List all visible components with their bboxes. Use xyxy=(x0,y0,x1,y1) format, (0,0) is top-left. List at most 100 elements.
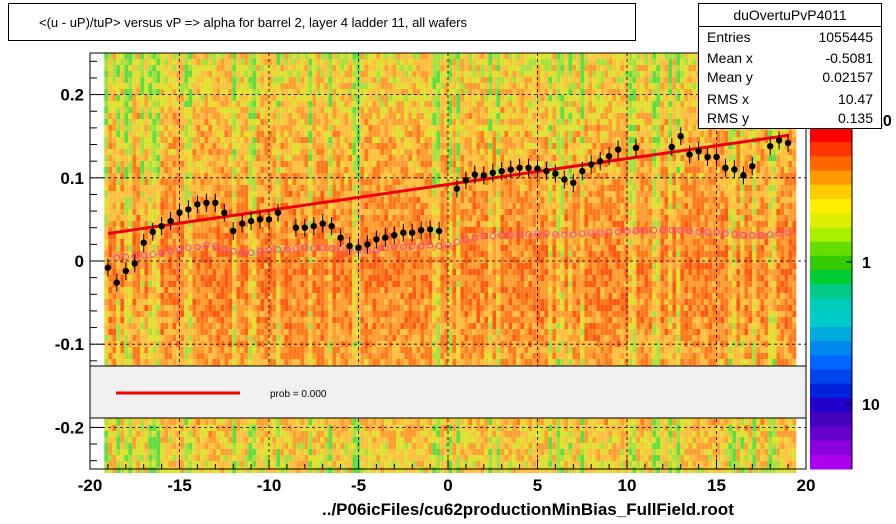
heatmap-cell xyxy=(272,209,277,215)
heatmap-cell xyxy=(328,113,333,119)
heatmap-cell xyxy=(304,149,309,155)
heatmap-cell xyxy=(220,293,225,299)
heatmap-cell xyxy=(144,89,149,95)
heatmap-cell xyxy=(248,251,253,257)
heatmap-cell xyxy=(284,137,289,143)
heatmap-cell xyxy=(268,179,273,185)
heatmap-cell xyxy=(196,245,201,251)
heatmap-cell xyxy=(292,149,297,155)
heatmap-cell xyxy=(364,215,369,221)
heatmap-cell xyxy=(116,425,121,431)
heatmap-cell xyxy=(120,149,125,155)
heatmap-cell xyxy=(380,89,385,95)
heatmap-cell xyxy=(128,341,133,347)
heatmap-cell xyxy=(104,257,109,263)
heatmap-cell xyxy=(232,101,237,107)
heatmap-cell xyxy=(204,449,209,455)
heatmap-cell xyxy=(172,173,177,179)
heatmap-cell xyxy=(156,227,161,233)
heatmap-cell xyxy=(204,119,209,125)
heatmap-cell xyxy=(112,455,117,461)
heatmap-cell xyxy=(376,335,381,341)
heatmap-cell xyxy=(200,311,205,317)
heatmap-cell xyxy=(316,335,321,341)
heatmap-cell xyxy=(176,341,181,347)
heatmap-cell xyxy=(228,431,233,437)
heatmap-cell xyxy=(288,455,293,461)
heatmap-cell xyxy=(288,305,293,311)
heatmap-cell xyxy=(124,179,129,185)
heatmap-cell xyxy=(164,191,169,197)
heatmap-cell xyxy=(236,173,241,179)
heatmap-cell xyxy=(256,263,261,269)
heatmap-cell xyxy=(212,311,217,317)
heatmap-cell xyxy=(112,149,117,155)
heatmap-cell xyxy=(328,131,333,137)
heatmap-cell xyxy=(244,77,249,83)
heatmap-cell xyxy=(296,221,301,227)
heatmap-cell xyxy=(248,329,253,335)
heatmap-cell xyxy=(384,269,389,275)
heatmap-cell xyxy=(172,137,177,143)
heatmap-cell xyxy=(284,419,289,425)
heatmap-cell xyxy=(244,353,249,359)
heatmap-cell xyxy=(212,455,217,461)
heatmap-cell xyxy=(368,107,373,113)
heatmap-cell xyxy=(308,311,313,317)
heatmap-cell xyxy=(220,59,225,65)
heatmap-cell xyxy=(316,455,321,461)
heatmap-cell xyxy=(152,311,157,317)
heatmap-cell xyxy=(120,101,125,107)
heatmap-cell xyxy=(132,443,137,449)
heatmap-cell xyxy=(276,107,281,113)
heatmap-cell xyxy=(340,143,345,149)
heatmap-cell xyxy=(224,269,229,275)
heatmap-cell xyxy=(384,215,389,221)
heatmap-cell xyxy=(304,131,309,137)
heatmap-cell xyxy=(352,89,357,95)
heatmap-cell xyxy=(164,77,169,83)
heatmap-cell xyxy=(140,209,145,215)
heatmap-cell xyxy=(208,329,213,335)
heatmap-cell xyxy=(300,239,305,245)
heatmap-cell xyxy=(160,71,165,77)
heatmap-cell xyxy=(144,197,149,203)
heatmap-cell xyxy=(300,221,305,227)
heatmap-cell xyxy=(244,137,249,143)
heatmap-cell xyxy=(312,305,317,311)
heatmap-cell xyxy=(324,467,329,473)
heatmap-cell xyxy=(220,431,225,437)
heatmap-cell xyxy=(140,149,145,155)
heatmap-cell xyxy=(200,203,205,209)
heatmap-cell xyxy=(136,425,141,431)
heatmap-cell xyxy=(272,131,277,137)
heatmap-cell xyxy=(112,197,117,203)
heatmap-cell xyxy=(304,425,309,431)
heatmap-cell xyxy=(344,65,349,71)
heatmap-cell xyxy=(212,53,217,59)
heatmap-cell xyxy=(220,443,225,449)
heatmap-cell xyxy=(328,251,333,257)
heatmap-cell xyxy=(232,455,237,461)
heatmap-cell xyxy=(360,359,365,365)
heatmap-cell xyxy=(240,233,245,239)
heatmap-cell xyxy=(220,305,225,311)
heatmap-cell xyxy=(176,335,181,341)
heatmap-cell xyxy=(152,305,157,311)
heatmap-cell xyxy=(204,95,209,101)
heatmap-cell xyxy=(172,197,177,203)
heatmap-cell xyxy=(232,419,237,425)
heatmap-cell xyxy=(320,203,325,209)
heatmap-cell xyxy=(176,329,181,335)
heatmap-cell xyxy=(364,359,369,365)
heatmap-cell xyxy=(268,65,273,71)
heatmap-cell xyxy=(148,431,153,437)
heatmap-cell xyxy=(324,347,329,353)
heatmap-cell xyxy=(120,131,125,137)
heatmap-cell xyxy=(212,185,217,191)
heatmap-cell xyxy=(372,77,377,83)
heatmap-cell xyxy=(276,197,281,203)
heatmap-cell xyxy=(276,161,281,167)
heatmap-cell xyxy=(188,323,193,329)
heatmap-cell xyxy=(204,359,209,365)
